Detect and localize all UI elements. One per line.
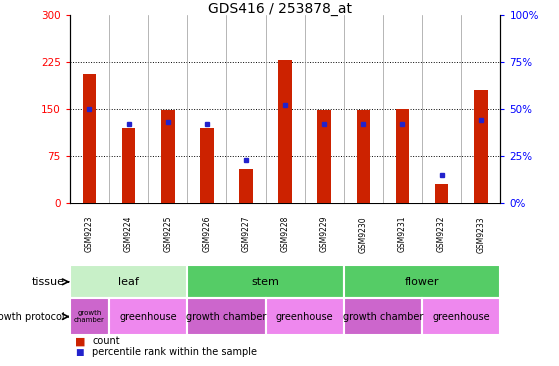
Text: stem: stem [252,277,280,287]
Text: growth chamber: growth chamber [343,311,423,322]
Bar [474,90,487,203]
Bar [266,298,344,335]
Text: GSM9225: GSM9225 [163,216,172,253]
Bar [278,60,292,203]
Text: greenhouse: greenhouse [432,311,490,322]
Text: GSM9227: GSM9227 [241,216,250,253]
Text: GSM9233: GSM9233 [476,216,485,253]
Text: growth chamber: growth chamber [186,311,267,322]
Text: tissue: tissue [31,277,64,287]
Bar [83,74,96,203]
Bar [435,184,448,203]
Bar [70,298,109,335]
Bar [357,110,370,203]
Bar [200,128,214,203]
Text: GSM9231: GSM9231 [398,216,407,253]
Bar [187,298,266,335]
Text: count: count [92,336,120,346]
Bar [109,298,187,335]
Text: GSM9226: GSM9226 [202,216,211,253]
Text: GSM9224: GSM9224 [124,216,133,253]
Text: ■: ■ [75,348,84,357]
Text: greenhouse: greenhouse [119,311,177,322]
Bar [161,110,174,203]
Text: GSM9230: GSM9230 [359,216,368,253]
Bar [318,110,331,203]
Text: GSM9228: GSM9228 [281,216,290,253]
Text: ■: ■ [75,336,86,346]
Text: GSM9229: GSM9229 [320,216,329,253]
Bar [239,169,253,203]
Bar [122,128,135,203]
Text: greenhouse: greenhouse [276,311,334,322]
Bar [187,265,344,298]
Text: GDS416 / 253878_at: GDS416 / 253878_at [207,2,352,16]
Bar [344,298,422,335]
Text: GSM9223: GSM9223 [85,216,94,253]
Text: flower: flower [405,277,439,287]
Bar [70,265,187,298]
Bar [422,298,500,335]
Bar [344,265,500,298]
Bar [396,109,409,203]
Text: growth
chamber: growth chamber [74,310,105,323]
Text: growth protocol: growth protocol [0,311,64,322]
Text: GSM9232: GSM9232 [437,216,446,253]
Text: leaf: leaf [118,277,139,287]
Text: percentile rank within the sample: percentile rank within the sample [92,347,257,357]
